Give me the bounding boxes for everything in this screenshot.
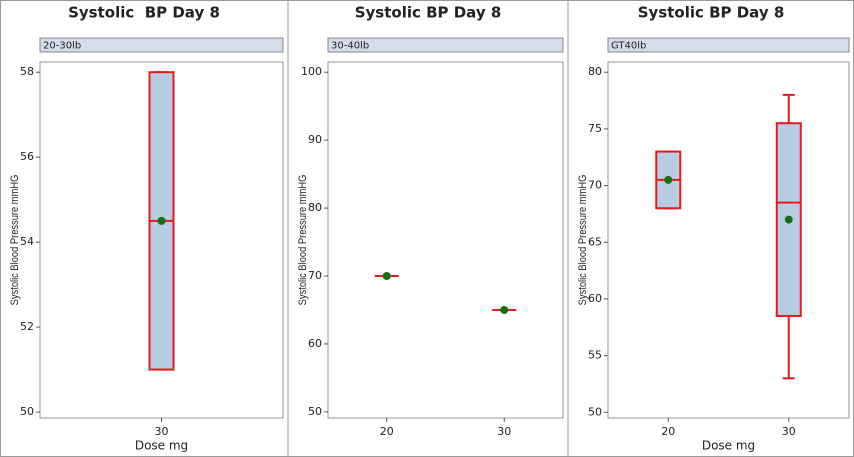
y-tick-label: 50	[588, 405, 602, 418]
y-axis-label: Systolic Blood Pressure mmHG	[577, 175, 589, 306]
y-tick-label: 50	[308, 405, 322, 418]
y-tick-label: 80	[308, 201, 322, 214]
y-tick-label: 100	[301, 65, 322, 78]
mean-marker	[500, 305, 509, 314]
x-axis-label: Dose mg	[135, 439, 188, 453]
plot-area	[607, 61, 850, 419]
group-strip	[39, 37, 284, 53]
group-label: GT40lb	[611, 41, 646, 52]
group-strip	[327, 37, 564, 53]
y-tick-label: 70	[308, 269, 322, 282]
x-axis-label: Dose mg	[702, 439, 755, 453]
x-tick-label: 30	[782, 425, 796, 438]
y-axis-label: Systolic Blood Pressure mmHG	[297, 175, 309, 306]
panel-title: Systolic BP Day 8	[68, 4, 220, 22]
mean-marker	[784, 215, 793, 224]
y-tick-label: 80	[588, 65, 602, 78]
x-tick-label: 20	[661, 425, 675, 438]
plot-area	[327, 61, 564, 419]
y-tick-label: 60	[588, 292, 602, 305]
y-tick-label: 56	[20, 150, 34, 163]
panel-title: Systolic BP Day 8	[638, 4, 785, 22]
y-tick-label: 65	[588, 235, 602, 248]
group-label: 30-40lb	[331, 41, 369, 52]
y-tick-label: 90	[308, 133, 322, 146]
mean-marker	[664, 175, 673, 184]
x-tick-label: 20	[380, 425, 394, 438]
y-tick-label: 70	[588, 179, 602, 192]
y-tick-label: 55	[588, 349, 602, 362]
y-axis-label: Systolic Blood Pressure mmHG	[9, 175, 21, 306]
y-tick-label: 60	[308, 337, 322, 350]
panel-title: Systolic BP Day 8	[355, 4, 502, 22]
x-tick-label: 30	[497, 425, 511, 438]
mean-marker	[382, 272, 391, 281]
y-tick-label: 52	[20, 320, 34, 333]
x-tick-label: 30	[155, 425, 169, 438]
group-strip	[607, 37, 850, 53]
y-tick-label: 54	[20, 235, 34, 248]
y-tick-label: 50	[20, 405, 34, 418]
mean-marker	[157, 216, 166, 225]
y-tick-label: 58	[20, 65, 34, 78]
y-tick-label: 75	[588, 122, 602, 135]
group-label: 20-30lb	[43, 41, 81, 52]
